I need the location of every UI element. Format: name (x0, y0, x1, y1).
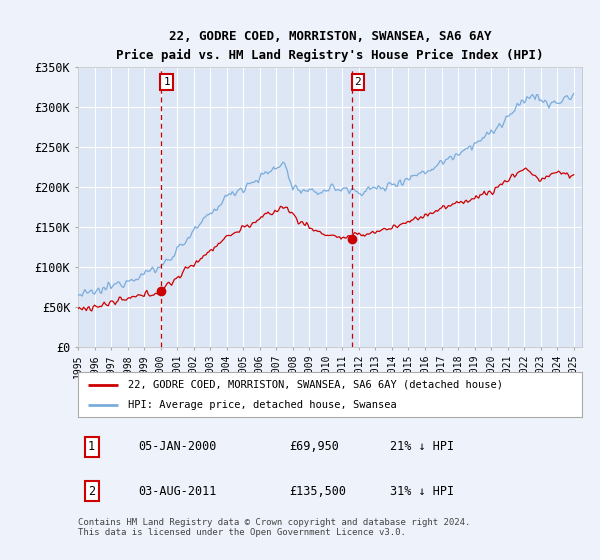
Text: 05-JAN-2000: 05-JAN-2000 (139, 440, 217, 453)
Text: 1: 1 (163, 77, 170, 87)
Text: 2: 2 (88, 485, 95, 498)
Text: 31% ↓ HPI: 31% ↓ HPI (391, 485, 455, 498)
Text: 1: 1 (88, 440, 95, 453)
Text: Contains HM Land Registry data © Crown copyright and database right 2024.
This d: Contains HM Land Registry data © Crown c… (78, 518, 470, 538)
Text: HPI: Average price, detached house, Swansea: HPI: Average price, detached house, Swan… (128, 400, 397, 410)
Text: £69,950: £69,950 (290, 440, 340, 453)
Title: 22, GODRE COED, MORRISTON, SWANSEA, SA6 6AY
Price paid vs. HM Land Registry's Ho: 22, GODRE COED, MORRISTON, SWANSEA, SA6 … (116, 30, 544, 62)
Text: 2: 2 (355, 77, 361, 87)
Text: 22, GODRE COED, MORRISTON, SWANSEA, SA6 6AY (detached house): 22, GODRE COED, MORRISTON, SWANSEA, SA6 … (128, 380, 503, 390)
Text: 21% ↓ HPI: 21% ↓ HPI (391, 440, 455, 453)
Text: £135,500: £135,500 (290, 485, 347, 498)
Text: 03-AUG-2011: 03-AUG-2011 (139, 485, 217, 498)
